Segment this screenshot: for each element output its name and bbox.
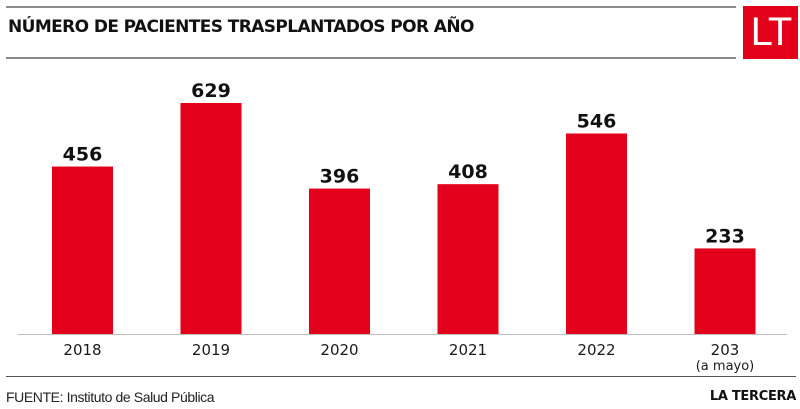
data-label-2022: 546 [577, 110, 617, 132]
top-rule [6, 6, 736, 8]
chart-title: NÚMERO DE PACIENTES TRASPLANTADOS POR AÑ… [8, 17, 474, 37]
data-label-2018: 456 [63, 144, 103, 166]
data-label-2021: 408 [448, 161, 488, 183]
x-tick-label-2019: 2019 [192, 341, 230, 359]
bottom-rule [6, 376, 796, 377]
data-label-2020: 396 [320, 166, 360, 188]
x-tick-label-2022: 2022 [577, 341, 615, 359]
bar-2022 [566, 133, 627, 334]
x-tick-label-2021: 2021 [449, 341, 487, 359]
data-label-2019: 629 [191, 80, 231, 102]
bars-group [52, 103, 756, 334]
bar-2018 [52, 166, 113, 334]
bar-203 [694, 248, 756, 334]
source-note: FUENTE: Instituto de Salud Pública [6, 389, 215, 405]
x-tick-label-2020: 2020 [320, 341, 358, 359]
brand-name: LA TERCERA [709, 389, 796, 404]
x-tick-label-2018: 2018 [63, 341, 101, 359]
bar-2021 [437, 184, 499, 334]
labels-group: 456 2018 629 2019 396 2020 408 2021 546 2022 233 20… [63, 80, 755, 374]
title-rule [6, 57, 736, 59]
x-tick-sublabel-203: (a mayo) [696, 359, 755, 374]
x-tick-label-203: 203 [711, 341, 740, 359]
bar-2020 [309, 188, 370, 334]
data-label-203: 233 [705, 225, 745, 247]
la-tercera-logo: LT [743, 6, 798, 59]
bar-2019 [180, 103, 242, 334]
